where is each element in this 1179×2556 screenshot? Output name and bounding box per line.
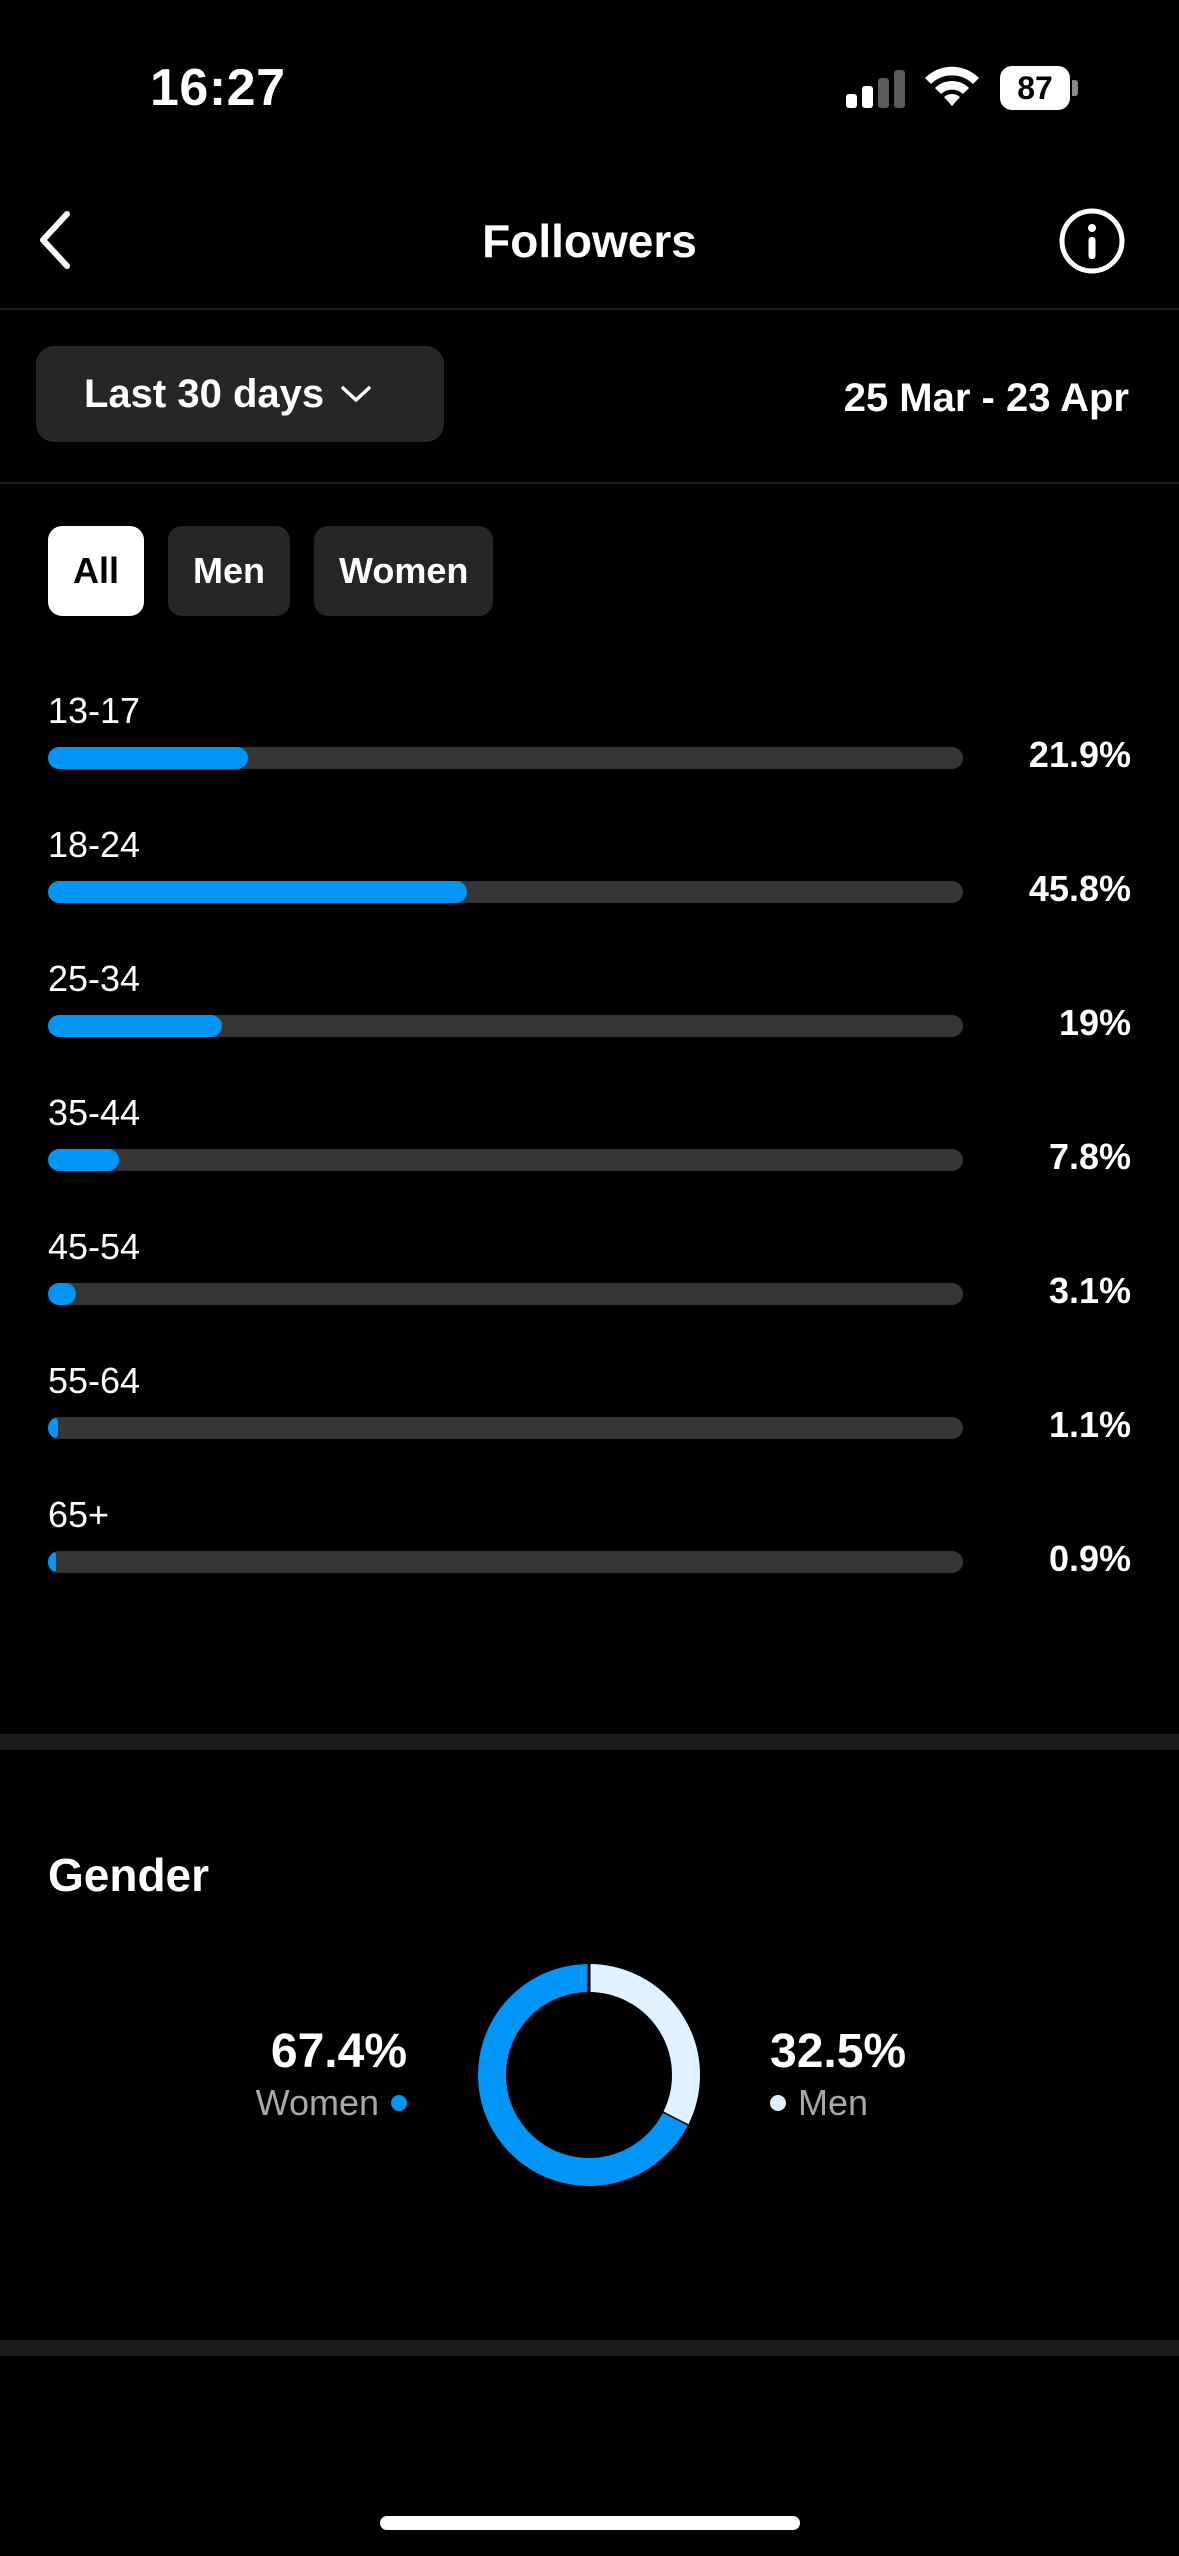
- age-range-label: 45-54: [48, 1226, 141, 1267]
- age-range-label: 35-44: [48, 1092, 141, 1133]
- status-bar: 16:27 87: [0, 0, 1179, 170]
- age-row: 13-17 21.9%: [48, 690, 1131, 824]
- home-indicator[interactable]: [380, 2516, 800, 2530]
- age-row: 45-54 3.1%: [48, 1226, 1131, 1360]
- info-icon: [1059, 208, 1125, 274]
- age-percentage: 0.9%: [1048, 1538, 1131, 1579]
- slice-separator: [661, 2111, 690, 2128]
- gender-donut-chart: [478, 1963, 700, 2186]
- date-filter-row: Last 30 days 25 Mar - 23 Apr: [0, 312, 1179, 484]
- filter-chip-men[interactable]: Men: [168, 526, 291, 616]
- info-button[interactable]: [1055, 204, 1129, 278]
- women-legend-dot: [391, 2095, 407, 2111]
- age-bar-track: [48, 1417, 963, 1439]
- age-bar-track: [48, 1283, 963, 1305]
- battery-level: 87: [1000, 66, 1070, 110]
- wifi-icon: [925, 66, 979, 106]
- age-bar: [48, 747, 249, 769]
- age-bar-track: [48, 1551, 963, 1573]
- age-range-label: 65+: [48, 1494, 110, 1535]
- back-button[interactable]: [20, 200, 90, 280]
- section-divider: [0, 1734, 1179, 1750]
- age-bar-track: [48, 1015, 963, 1037]
- age-bar: [48, 1149, 120, 1171]
- age-bar: [48, 881, 468, 903]
- men-slice: [588, 1964, 700, 2126]
- gender-filter-chips: All Men Women: [48, 526, 494, 616]
- age-row: 18-24 45.8%: [48, 824, 1131, 958]
- age-percentage: 21.9%: [1028, 734, 1131, 775]
- gender-women-stat: 67.4% Women: [256, 2024, 407, 2124]
- age-range-label: 18-24: [48, 824, 141, 865]
- date-range-dropdown-label: Last 30 days: [84, 371, 325, 416]
- age-range-chart: 13-17 21.9% 18-24 45.8% 25-34 19% 35-44 7.8% 45-…: [48, 690, 1131, 1628]
- status-time: 16:27: [150, 59, 286, 117]
- age-bar: [48, 1015, 222, 1037]
- battery-icon: 87: [1000, 66, 1078, 110]
- age-percentage: 45.8%: [1028, 868, 1131, 909]
- age-row: 55-64 1.1%: [48, 1360, 1131, 1494]
- age-range-label: 25-34: [48, 958, 141, 999]
- men-percentage: 32.5%: [770, 2025, 907, 2078]
- date-range-text: 25 Mar - 23 Apr: [843, 376, 1129, 420]
- age-bar: [48, 1417, 59, 1439]
- gender-title: Gender: [48, 1849, 210, 1901]
- age-percentage: 7.8%: [1048, 1136, 1131, 1177]
- section-divider: [0, 2340, 1179, 2356]
- age-row: 35-44 7.8%: [48, 1092, 1131, 1226]
- age-row: 65+ 0.9%: [48, 1494, 1131, 1628]
- men-legend: Men: [770, 2082, 906, 2124]
- chevron-left-icon: [40, 211, 70, 269]
- age-percentage: 19%: [1058, 1002, 1131, 1043]
- nav-header: Followers: [0, 170, 1179, 310]
- age-bar-track: [48, 747, 963, 769]
- age-percentage: 3.1%: [1048, 1270, 1131, 1311]
- men-legend-dot: [770, 2095, 786, 2111]
- date-range-dropdown[interactable]: Last 30 days: [36, 346, 444, 442]
- filter-chip-women[interactable]: Women: [314, 526, 494, 616]
- gender-men-stat: 32.5% Men: [770, 2024, 906, 2124]
- women-legend-label: Women: [255, 2082, 379, 2123]
- age-range-label: 13-17: [48, 690, 141, 731]
- women-percentage: 67.4%: [270, 2025, 407, 2078]
- age-bar-track: [48, 881, 963, 903]
- women-slice: [478, 1964, 688, 2186]
- age-bar: [48, 1551, 57, 1573]
- age-range-label: 55-64: [48, 1360, 141, 1401]
- signal-icon: [846, 70, 906, 108]
- age-bar-track: [48, 1149, 963, 1171]
- chevron-down-icon: [341, 386, 371, 402]
- filter-chip-all[interactable]: All: [48, 526, 145, 616]
- men-legend-label: Men: [798, 2082, 869, 2123]
- page-title: Followers: [482, 215, 697, 267]
- women-legend: Women: [256, 2082, 407, 2124]
- age-bar: [48, 1283, 77, 1305]
- age-row: 25-34 19%: [48, 958, 1131, 1092]
- age-percentage: 1.1%: [1048, 1404, 1131, 1445]
